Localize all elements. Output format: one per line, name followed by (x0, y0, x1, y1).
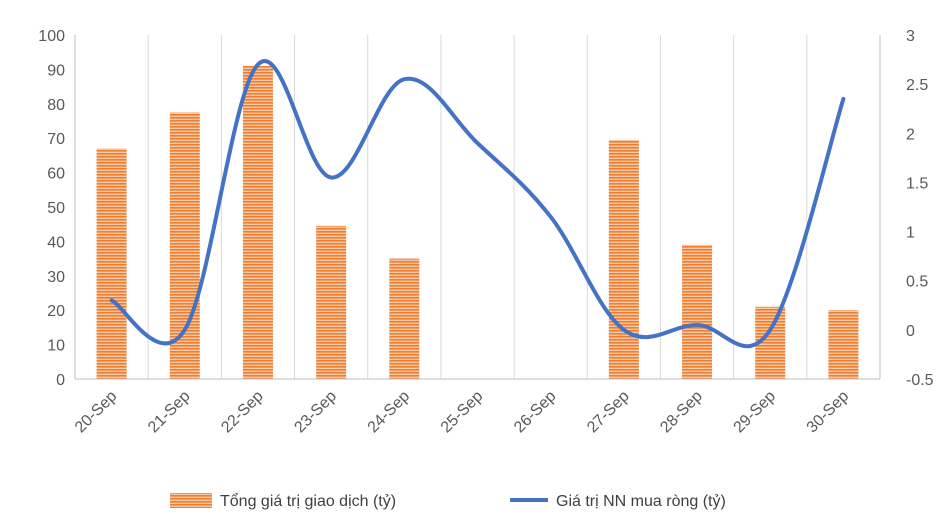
bar (682, 244, 713, 379)
bar (389, 258, 420, 379)
x-tick-label: 29-Sep (731, 388, 780, 437)
left-tick-label: 50 (47, 200, 65, 217)
left-tick-label: 60 (47, 166, 65, 183)
right-tick-label: 0 (906, 323, 915, 340)
bar (169, 112, 200, 380)
left-tick-label: 10 (47, 338, 65, 355)
x-tick-label: 28-Sep (657, 388, 706, 437)
x-tick-label: 24-Sep (365, 388, 414, 437)
legend-item-bars: Tổng giá trị giao dịch (tỷ) (170, 492, 396, 510)
left-tick-label: 0 (56, 372, 65, 389)
bar (96, 148, 127, 379)
right-tick-label: 0.5 (906, 274, 928, 291)
left-tick-label: 20 (47, 303, 65, 320)
bar (242, 65, 273, 380)
x-tick-label: 27-Sep (584, 388, 633, 437)
legend-label-bars: Tổng giá trị giao dịch (tỷ) (220, 492, 396, 510)
right-tick-label: 1 (906, 225, 915, 242)
left-tick-label: 90 (47, 62, 65, 79)
left-tick-label: 100 (38, 28, 65, 45)
right-tick-label: -0.5 (906, 372, 934, 389)
left-tick-label: 30 (47, 269, 65, 286)
x-tick-label: 26-Sep (511, 388, 560, 437)
right-tick-label: 1.5 (906, 175, 928, 192)
right-axis-ticks: -0.5 0 0.5 1 1.5 2 2.5 3 (906, 28, 934, 389)
bar-series (96, 65, 859, 380)
x-tick-label: 22-Sep (218, 388, 267, 437)
series-line (109, 59, 846, 349)
x-tick-label: 25-Sep (438, 388, 487, 437)
axes (74, 35, 881, 380)
left-tick-label: 70 (47, 131, 65, 148)
x-axis-ticks: 20-Sep 21-Sep 22-Sep 23-Sep 24-Sep 25-Sep 26-S… (72, 388, 852, 437)
right-tick-label: 3 (906, 28, 915, 45)
legend-swatch-bars (170, 493, 212, 508)
bar (316, 225, 347, 379)
legend-label-line: Giá trị NN mua ròng (tỷ) (556, 493, 726, 510)
bar (828, 310, 859, 379)
left-tick-label: 40 (47, 234, 65, 251)
line-series (109, 59, 846, 349)
right-tick-label: 2 (906, 126, 915, 143)
x-tick-label: 21-Sep (145, 388, 194, 437)
left-tick-label: 80 (47, 97, 65, 114)
bar (608, 139, 639, 379)
x-tick-label: 30-Sep (804, 388, 853, 437)
legend: Tổng giá trị giao dịch (tỷ) Giá trị NN m… (170, 492, 726, 510)
legend-item-line: Giá trị NN mua ròng (tỷ) (510, 493, 726, 510)
x-tick-label: 20-Sep (72, 388, 121, 437)
x-tick-label: 23-Sep (291, 388, 340, 437)
left-axis-ticks: 0 10 20 30 40 50 60 70 80 90 100 (38, 28, 65, 389)
right-tick-label: 2.5 (906, 77, 928, 94)
